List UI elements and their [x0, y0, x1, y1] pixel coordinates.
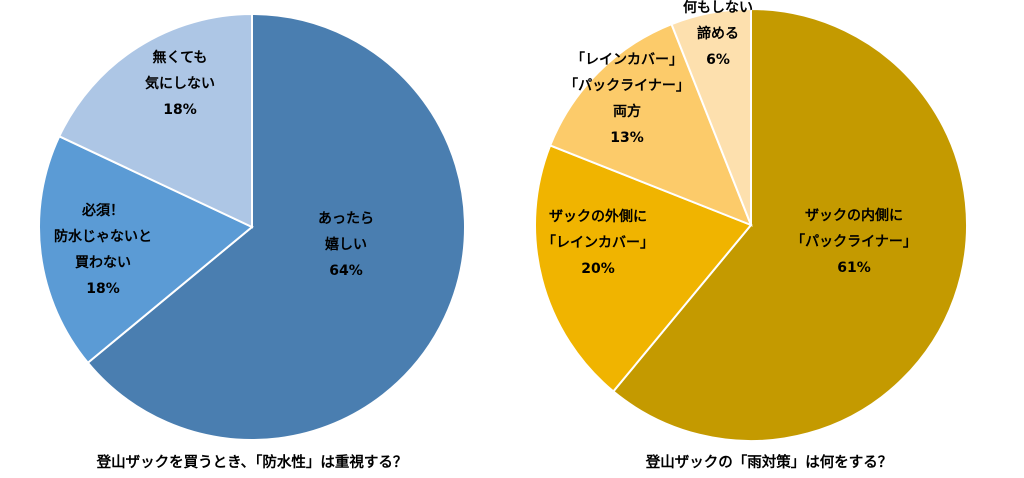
chart-title-waterproof: 登山ザックを買うとき、「防水性」は重視する？ [96, 453, 408, 471]
charts-canvas: あったら嬉しい 64%必須！防水じゃないと買わない 18%無くても気にしない 18% … [0, 0, 1024, 478]
slice-label-line: 嬉しい [325, 236, 367, 253]
slice-label-line: 「レインカバー」 [542, 234, 654, 251]
slice-label-line: あったら [318, 211, 374, 227]
pie-chart-waterproof: あったら嬉しい 64% 必須！ 防水じゃないと買わない 18% 無くても気にしない 18% [39, 14, 465, 440]
slice-label-line: 18% [163, 102, 197, 118]
slice-label-line: 18% [86, 281, 120, 297]
slice-label-line: 諦める [697, 25, 739, 42]
slice-label-line: 61% [837, 260, 871, 276]
slice-label-line: 防水じゃないと [54, 228, 152, 245]
slice-label-line: 「パックライナー」 [564, 77, 690, 94]
slice-label-line: 13% [610, 130, 644, 146]
slice-label-line: 「レインカバー」 [571, 51, 683, 68]
slice-label-line: ザックの外側に [549, 208, 647, 225]
slice-label-line: ザックの内側に [805, 207, 903, 224]
pie-chart-rain-measures: ザックの内側に「パックライナー」 61%ザックの外側に「レインカバー」 20%「レイ… [535, 0, 967, 441]
slice-label-line: 何もしない [683, 0, 753, 16]
chart-title-rain-measures: 登山ザックの「雨対策」は何をする？ [645, 453, 893, 471]
slice-label-line: 無くても [153, 49, 208, 66]
slice-label-line: 6% [706, 52, 730, 68]
slice-label-line: 「パックライナー」 [791, 233, 917, 250]
slice-label-line: 両方 [613, 103, 641, 120]
slice-label-line: 必須！ [81, 202, 124, 219]
slice-label-line: 64% [329, 263, 363, 279]
slice-label-line: 20% [581, 261, 615, 277]
slice-label-line: 気にしない [145, 75, 215, 92]
slice-label-line: 買わない [75, 255, 131, 271]
